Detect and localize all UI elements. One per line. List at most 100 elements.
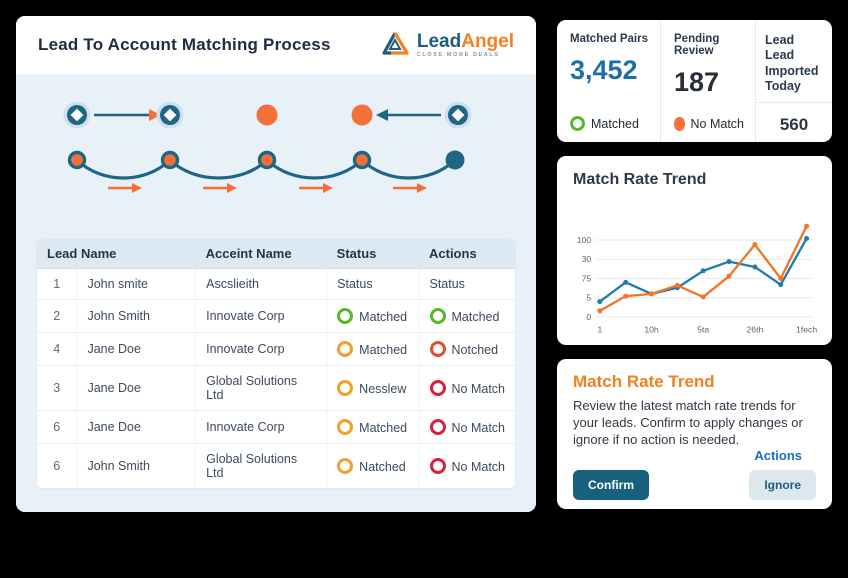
chart-title: Match Rate Trend xyxy=(573,171,707,188)
status-cell: Natched xyxy=(326,443,420,488)
status-cell: Matched xyxy=(326,299,420,333)
red-status-ring-icon xyxy=(429,380,446,396)
status-cell: Nesslew xyxy=(326,365,420,411)
column-header: Actions xyxy=(419,239,515,269)
node-endpoint-icon xyxy=(444,101,472,129)
step-arrow-icon xyxy=(299,183,333,193)
wave-step-icon xyxy=(67,150,87,170)
red-status-ring-icon xyxy=(429,419,446,435)
match-rate-orange-point xyxy=(649,291,655,297)
matched-pairs-value: 3,452 xyxy=(570,55,638,85)
y-tick-label: 100 xyxy=(577,235,592,245)
action-label: No Match xyxy=(451,421,506,435)
match-rate-orange-point xyxy=(700,294,706,300)
action-cell: Matched xyxy=(419,299,515,333)
flow-arrow-left-icon xyxy=(376,109,441,121)
status-cell: Matched xyxy=(326,410,420,444)
x-tick-label: 5ta xyxy=(697,324,709,334)
y-tick-label: 30 xyxy=(582,254,592,264)
node-source-icon xyxy=(63,101,91,129)
column-header: Status xyxy=(326,239,419,269)
row-number-cell: 6 xyxy=(37,410,78,444)
table-row: 2 John Smith Innovate Corp Matched Matched xyxy=(37,299,515,333)
node-target-icon xyxy=(156,101,184,129)
table-row: 6 Jane Doe Innovate Corp Matched No Match xyxy=(37,410,515,444)
account-name-cell: Global Solutions Ltd xyxy=(195,365,328,411)
matched-ring-icon xyxy=(570,116,585,131)
stat-label: Matched Pairs xyxy=(570,33,648,45)
action-cell: No Match xyxy=(419,410,515,444)
action-cell: Notched xyxy=(419,332,515,366)
match-rate-trend-panel: Match Rate Trend 0 5 75 30 100 1 10h 5ta 26th 1fe… xyxy=(557,156,832,345)
card-header: Lead To Account Matching Process LeadAng… xyxy=(16,16,536,74)
lead-name-cell: John Smith xyxy=(76,443,197,488)
match-rate-blue-point xyxy=(804,236,810,241)
stat-label: Pending Review xyxy=(674,33,720,57)
leads-imported-value: 560 xyxy=(779,115,809,134)
account-name-cell: Innovate Corp xyxy=(195,299,328,333)
leadangel-logo: LeadAngel CLOSE MORE DEALS xyxy=(381,29,514,62)
x-tick-label: 1fech xyxy=(796,324,817,334)
lead-name-cell: Jane Doe xyxy=(76,332,197,366)
action-label: Status xyxy=(429,277,465,291)
status-label: Nesslew xyxy=(359,382,407,396)
match-rate-orange-point xyxy=(752,242,758,248)
match-rate-orange-point xyxy=(726,273,732,279)
stat-pending-review: Pending Review 187 No Match xyxy=(661,20,756,142)
legend-label: No Match xyxy=(690,117,745,131)
action-cell: No Match xyxy=(419,443,515,488)
match-rate-blue-point xyxy=(700,268,706,274)
lead-matching-card: Lead To Account Matching Process LeadAng… xyxy=(16,16,536,512)
table-header-row: Lead Name Acceint Name Status Actions xyxy=(37,239,515,269)
matching-flow-diagram xyxy=(63,101,472,193)
status-label: Matched xyxy=(359,343,408,357)
pending-review-value: 187 xyxy=(674,67,720,97)
match-rate-orange-point xyxy=(674,282,680,288)
actions-label: Actions xyxy=(754,448,802,464)
match-rate-blue-point xyxy=(623,279,629,285)
green-status-ring-icon xyxy=(429,308,446,324)
logo-wordmark: LeadAngel xyxy=(416,30,514,52)
account-name-cell: Global Solutions Ltd xyxy=(195,443,328,488)
wave-step-icon xyxy=(160,150,180,170)
status-cell: Status xyxy=(326,268,420,300)
confirm-button[interactable]: Confirm xyxy=(573,470,649,501)
match-rate-blue-point xyxy=(752,264,758,270)
column-header: Lead Name xyxy=(37,239,196,269)
lead-table: Lead Name Acceint Name Status Actions 1 John… xyxy=(36,238,516,489)
stat-leads-imported: Lead Lead Imported Today 560 xyxy=(756,20,832,142)
lead-name-cell: John smite xyxy=(76,268,197,300)
node-orange-step-icon xyxy=(256,104,278,126)
orange-status-ring-icon xyxy=(337,458,354,474)
table-row: 6 John Smith Global Solutions Ltd Natched No… xyxy=(37,443,515,488)
column-header: Acceint Name xyxy=(195,239,327,269)
action-cell: No Match xyxy=(419,365,515,411)
account-name-cell: Innovate Corp xyxy=(195,332,328,366)
table-row: 1 John smite Ascslieith Status Status xyxy=(37,268,515,300)
y-tick-label: 5 xyxy=(586,293,591,303)
wave-step-icon xyxy=(257,150,277,170)
row-number-cell: 4 xyxy=(37,332,78,366)
row-number-cell: 6 xyxy=(37,443,78,488)
lead-name-cell: Jane Doe xyxy=(76,365,197,411)
flow-arrow-right-icon xyxy=(94,109,161,121)
match-rate-orange-point xyxy=(778,276,784,281)
action-label: Matched xyxy=(451,310,500,324)
cta-description: Review the latest match rate trends for … xyxy=(573,398,803,448)
action-label: No Match xyxy=(451,382,506,396)
no-match-dot-icon xyxy=(674,117,685,131)
status-cell: Matched xyxy=(326,332,420,366)
lead-name-cell: Jane Doe xyxy=(76,410,197,444)
orange-status-ring-icon xyxy=(337,419,354,435)
match-rate-orange-point xyxy=(804,223,810,229)
ignore-button[interactable]: Ignore xyxy=(749,470,816,501)
red-status-ring-icon xyxy=(429,458,446,474)
status-label: Status xyxy=(337,277,373,291)
step-arrow-icon xyxy=(108,183,142,193)
x-tick-label: 10h xyxy=(644,324,659,334)
stats-panel: Matched Pairs 3,452 Matched Pending Revi… xyxy=(557,20,832,142)
y-tick-label: 0 xyxy=(586,312,591,322)
lead-table-body: 1 John smite Ascslieith Status Status 2 John S… xyxy=(37,268,515,488)
leadangel-triangle-icon xyxy=(381,29,411,62)
stat-label: Lead Lead Imported Today xyxy=(765,33,819,93)
